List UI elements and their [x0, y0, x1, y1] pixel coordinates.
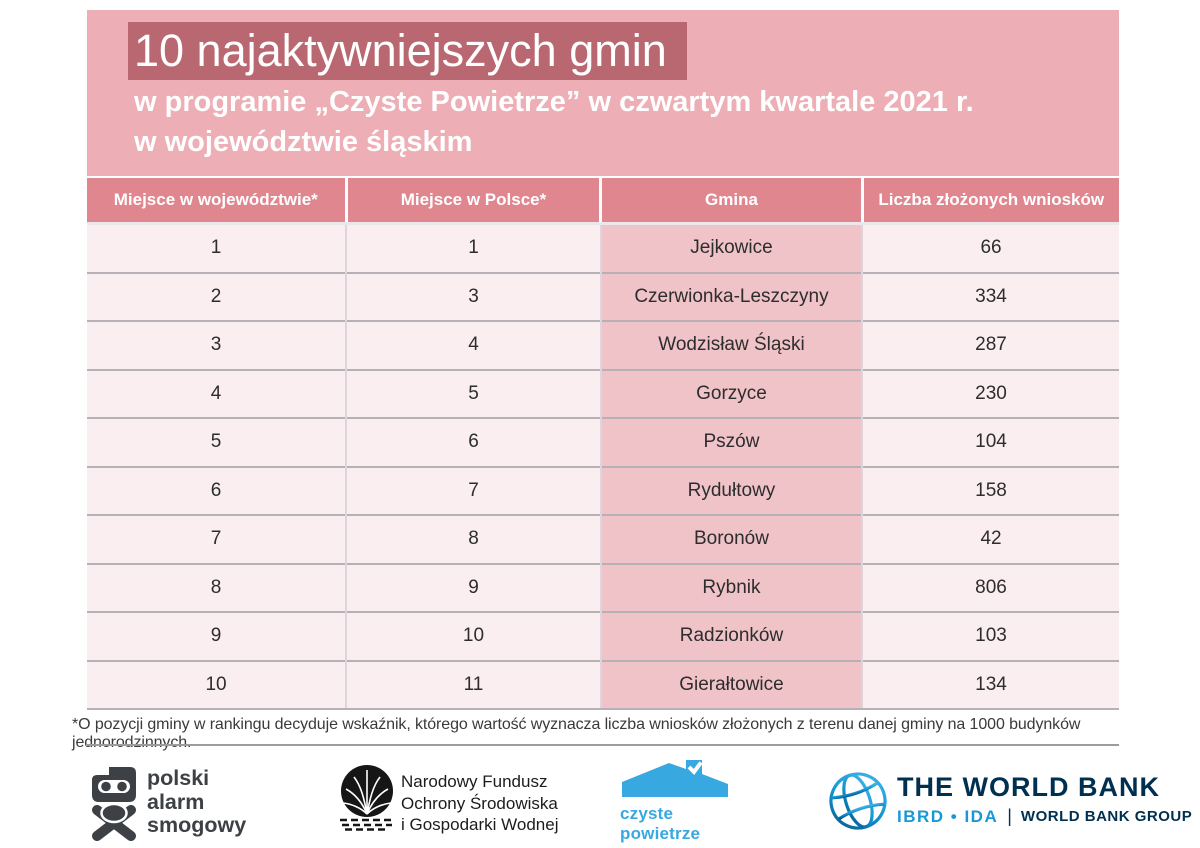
cell-gmina: Pszów	[600, 417, 864, 467]
cell-liczba-wnioskow: 334	[862, 271, 1119, 321]
czyste-powietrze-logo: czyste powietrze zdrowy wybór	[620, 760, 740, 848]
ibrd-ida-label: IBRD • IDA	[897, 806, 999, 826]
cell-gmina: Radzionków	[600, 611, 864, 661]
cell-miejsce-wojewodztwie: 5	[87, 417, 348, 467]
cell-miejsce-polsce: 6	[346, 417, 602, 467]
cell-miejsce-wojewodztwie: 10	[87, 659, 348, 710]
table-row: 4 5 Gorzyce 230	[87, 368, 1119, 418]
cell-liczba-wnioskow: 134	[862, 659, 1119, 710]
cell-miejsce-polsce: 11	[346, 659, 602, 710]
nfosigw-logo-line: i Gospodarki Wodnej	[401, 815, 559, 834]
table-row: 2 3 Czerwionka-Leszczyny 334	[87, 271, 1119, 321]
house-check-icon	[622, 760, 728, 797]
nfosigw-logo-text: Narodowy Fundusz Ochrony Środowiska i Go…	[401, 771, 559, 836]
column-header-liczba-wnioskow: Liczba złożonych wniosków	[862, 178, 1119, 225]
column-header-miejsce-polsce: Miejsce w Polsce*	[346, 178, 603, 225]
cell-liczba-wnioskow: 230	[862, 368, 1119, 418]
cell-miejsce-polsce: 7	[346, 465, 602, 515]
cell-liczba-wnioskow: 158	[862, 465, 1119, 515]
header: 10 najaktywniejszych gmin w programie „C…	[87, 10, 1119, 176]
ranking-table-wrap: Miejsce w województwie* Miejsce w Polsce…	[87, 178, 1119, 710]
table-header-row: Miejsce w województwie* Miejsce w Polsce…	[87, 178, 1119, 225]
nfosigw-logo-line: Narodowy Fundusz	[401, 772, 548, 791]
cell-miejsce-polsce: 5	[346, 368, 602, 418]
world-bank-logo-text: THE WORLD BANK IBRD • IDA | WORLD BANK G…	[897, 772, 1192, 827]
footnote: *O pozycji gminy w rankingu decyduje wsk…	[72, 716, 1081, 751]
table-row: 8 9 Rybnik 806	[87, 562, 1119, 612]
cell-miejsce-polsce: 3	[346, 271, 602, 321]
cell-gmina: Rybnik	[600, 562, 864, 612]
cell-miejsce-polsce: 9	[346, 562, 602, 612]
world-bank-divider: |	[1007, 806, 1012, 826]
pas-logo-line: polski	[147, 766, 210, 790]
table-row: 9 10 Radzionków 103	[87, 611, 1119, 661]
skull-crossbones-icon	[92, 767, 136, 841]
table-row: 1 1 Jejkowice 66	[87, 223, 1119, 273]
cell-miejsce-wojewodztwie: 8	[87, 562, 348, 612]
pas-logo-line: smogowy	[147, 813, 247, 837]
cell-gmina: Czerwionka-Leszczyny	[600, 271, 864, 321]
table-row: 6 7 Rydułtowy 158	[87, 465, 1119, 515]
table-header: Miejsce w województwie* Miejsce w Polsce…	[87, 178, 1119, 225]
cell-miejsce-wojewodztwie: 2	[87, 271, 348, 321]
table-row: 3 4 Wodzisław Śląski 287	[87, 320, 1119, 370]
cell-miejsce-polsce: 10	[346, 611, 602, 661]
cell-gmina: Wodzisław Śląski	[600, 320, 864, 370]
cell-miejsce-wojewodztwie: 9	[87, 611, 348, 661]
cell-liczba-wnioskow: 103	[862, 611, 1119, 661]
table-row: 10 11 Gierałtowice 134	[87, 659, 1119, 710]
cell-liczba-wnioskow: 806	[862, 562, 1119, 612]
cell-liczba-wnioskow: 104	[862, 417, 1119, 467]
cell-liczba-wnioskow: 287	[862, 320, 1119, 370]
world-bank-title: THE WORLD BANK	[897, 772, 1160, 802]
column-header-gmina: Gmina	[600, 178, 864, 225]
cell-gmina: Jejkowice	[600, 223, 864, 273]
cell-miejsce-polsce: 4	[346, 320, 602, 370]
pas-logo-line: alarm	[147, 789, 205, 814]
cell-gmina: Rydułtowy	[600, 465, 864, 515]
table-row: 7 8 Boronów 42	[87, 514, 1119, 564]
divider-line	[86, 744, 1119, 746]
cell-miejsce-wojewodztwie: 6	[87, 465, 348, 515]
cell-miejsce-wojewodztwie: 7	[87, 514, 348, 564]
ranking-table: Miejsce w województwie* Miejsce w Polsce…	[87, 178, 1119, 710]
pas-logo-text: polski alarm smogowy	[147, 766, 247, 838]
subtitle-line-1: w programie „Czyste Powietrze” w czwarty…	[134, 86, 974, 118]
cell-liczba-wnioskow: 42	[862, 514, 1119, 564]
cell-gmina: Gierałtowice	[600, 659, 864, 710]
world-bank-group-label: WORLD BANK GROUP	[1020, 808, 1193, 825]
page-title: 10 najaktywniejszych gmin	[128, 22, 687, 80]
zdrowy-wybor-label: zdrowy wybór	[620, 844, 740, 848]
cell-miejsce-polsce: 8	[346, 514, 602, 564]
czyste-powietrze-label: czyste powietrze	[620, 804, 701, 843]
world-bank-subtitle: IBRD • IDA | WORLD BANK GROUP	[897, 806, 1192, 827]
cell-miejsce-wojewodztwie: 4	[87, 368, 348, 418]
cell-gmina: Gorzyce	[600, 368, 864, 418]
nfosigw-logo-line: Ochrony Środowiska	[401, 793, 558, 813]
cell-miejsce-wojewodztwie: 1	[87, 223, 348, 273]
ranking-table-body: 1 1 Jejkowice 66 2 3 Czerwionka-Leszczyn…	[87, 223, 1119, 710]
subtitle-line-2: w województwie śląskim	[134, 126, 473, 158]
cell-gmina: Boronów	[600, 514, 864, 564]
column-header-miejsce-wojewodztwie: Miejsce w województwie*	[87, 178, 348, 225]
cell-miejsce-wojewodztwie: 3	[87, 320, 348, 370]
cell-miejsce-polsce: 1	[346, 223, 602, 273]
world-bank-globe-icon	[829, 772, 887, 830]
nfosigw-tree-icon	[340, 765, 394, 831]
cell-liczba-wnioskow: 66	[862, 223, 1119, 273]
table-row: 5 6 Pszów 104	[87, 417, 1119, 467]
